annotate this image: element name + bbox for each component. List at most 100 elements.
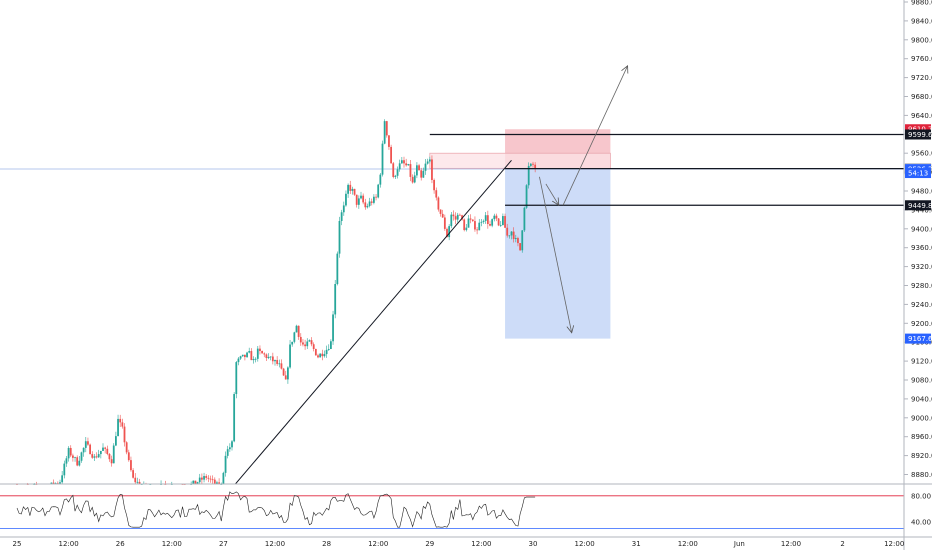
candle <box>474 216 476 232</box>
candle <box>84 437 87 453</box>
candle-body <box>476 229 478 231</box>
candle <box>280 359 283 370</box>
price-tick-label: 9840.0 <box>911 17 932 25</box>
arrow[interactable] <box>539 176 571 333</box>
candle-body <box>102 447 104 451</box>
candle-body <box>287 367 289 380</box>
candle-body <box>115 436 117 446</box>
candle <box>340 209 343 226</box>
price-tick-label: 9760.0 <box>911 55 932 63</box>
candle <box>377 183 380 199</box>
candle <box>510 230 513 240</box>
candle-body <box>216 482 218 484</box>
arrow[interactable] <box>545 183 559 205</box>
candle <box>364 198 367 210</box>
candle <box>259 345 261 355</box>
candle <box>433 178 435 194</box>
candle <box>420 167 423 181</box>
take-profit-zone[interactable] <box>505 168 611 339</box>
candle-body <box>61 475 64 483</box>
price-tick-label: 9680.0 <box>911 93 932 101</box>
candle <box>117 414 119 437</box>
candle-body <box>534 164 537 169</box>
price-tag-label: 9449.8 <box>908 202 932 210</box>
candle-body <box>293 332 296 342</box>
candle-body <box>248 351 251 353</box>
price-tag-label: 9167.6 <box>908 335 932 343</box>
candle <box>299 333 302 346</box>
candle <box>452 210 455 221</box>
arrow[interactable] <box>562 66 628 206</box>
candle <box>89 443 91 455</box>
candle-body <box>222 472 225 484</box>
candle <box>61 471 64 484</box>
candle <box>314 348 317 356</box>
drawing-tools[interactable] <box>235 66 904 485</box>
candle <box>138 478 141 484</box>
candle-body <box>469 218 472 220</box>
time-axis[interactable]: 25 12:00 26 12:00 27 12:00 28 12:00 29 12:00 30 12:… <box>0 536 932 548</box>
candle-body <box>521 230 524 251</box>
candle <box>132 468 134 479</box>
trend-line[interactable] <box>235 159 512 485</box>
candle-body <box>493 215 496 220</box>
candle-body <box>134 477 137 483</box>
candle <box>136 477 139 484</box>
candle-body <box>527 165 530 186</box>
candle-body <box>428 159 431 162</box>
candle <box>321 349 324 361</box>
candle-body <box>512 231 515 240</box>
price-tick-label: 9000.0 <box>911 414 932 422</box>
candle <box>237 356 240 366</box>
candle-body <box>480 221 483 223</box>
price-tick-label: 9320.0 <box>911 263 932 271</box>
candle-body <box>130 460 132 471</box>
candle-body <box>360 195 362 199</box>
candle-body <box>284 375 287 380</box>
price-tick-label: 8920.0 <box>911 452 932 460</box>
candle-body <box>276 360 279 364</box>
price-tag-box <box>905 200 931 211</box>
candle-body <box>123 426 126 443</box>
drawing-zones[interactable] <box>0 129 904 339</box>
candle <box>506 223 509 238</box>
candle-body <box>106 448 109 454</box>
price-tick-label: 9400.0 <box>911 225 932 233</box>
candle <box>362 193 365 205</box>
candle <box>276 356 279 366</box>
candle-body <box>529 163 532 166</box>
candle <box>304 339 306 350</box>
candle-body <box>304 344 306 347</box>
candle-body <box>519 243 521 251</box>
candle-body <box>74 457 76 459</box>
candle-body <box>349 184 352 191</box>
candle <box>495 213 498 222</box>
candle-body <box>441 213 444 218</box>
candle <box>454 212 457 225</box>
candle <box>385 120 388 138</box>
candle <box>527 162 530 189</box>
candle-body <box>289 344 291 368</box>
candle-body <box>330 341 332 349</box>
time-tick-label: 12:00 <box>575 540 595 548</box>
candle-body <box>452 214 455 217</box>
candle-body <box>443 217 446 229</box>
candle-body <box>334 284 337 315</box>
candle-body <box>396 169 399 176</box>
candle-body <box>523 207 526 231</box>
candle-body <box>267 356 270 359</box>
candle-body <box>357 198 360 205</box>
candle-body <box>362 195 365 203</box>
candle-body <box>504 216 506 228</box>
candle <box>390 144 392 164</box>
candle <box>224 451 227 477</box>
candle <box>441 209 444 218</box>
candle-body <box>104 447 107 449</box>
candle <box>110 455 113 467</box>
candle-body <box>250 351 253 361</box>
price-tag-box <box>905 124 931 135</box>
candle-body <box>484 215 487 221</box>
time-tick-label: 12:00 <box>265 540 285 548</box>
candle-body <box>461 215 463 220</box>
